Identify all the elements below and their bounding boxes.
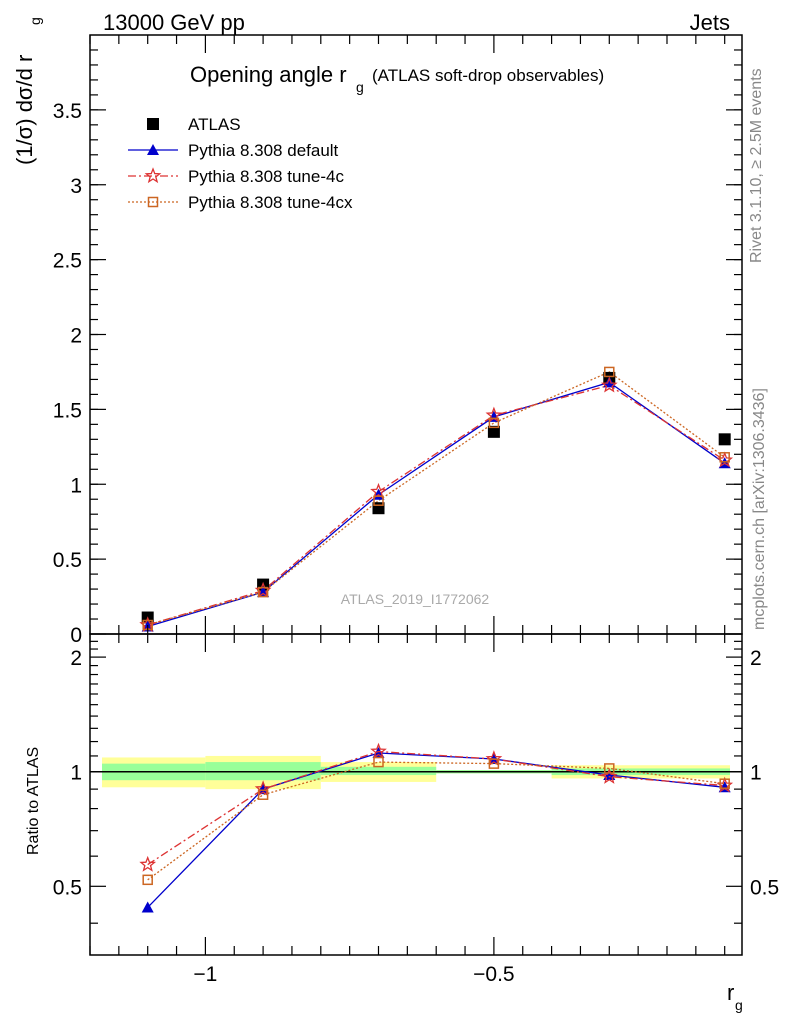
ratio-plot-frame [89, 633, 743, 956]
ratio-point-tune4c-3 [485, 750, 503, 767]
legend-label-2: Pythia 8.308 tune-4c [188, 167, 344, 186]
ratio-line-default [147, 752, 725, 908]
ratio-xtick-label-0: −1 [193, 963, 217, 986]
legend-marker-1 [147, 144, 159, 155]
ratio-point-tune4c-1 [254, 780, 272, 797]
ratio-ytick-label-left-0: 0.5 [53, 876, 82, 899]
main-ytick-label-7: 3.5 [53, 100, 82, 123]
main-title-text: Opening angle r [190, 62, 347, 87]
legend-label-1: Pythia 8.308 default [188, 141, 339, 160]
mcplots-label: mcplots.cern.ch [arXiv:1306.3436] [751, 388, 768, 630]
main-point-default-4 [603, 376, 616, 388]
main-title-note: (ATLAS soft-drop observables) [372, 66, 604, 85]
main-ytick-label-4: 2 [70, 325, 82, 348]
main-title-sub: g [356, 79, 364, 95]
legend: ATLAS Pythia 8.308 default Pythia 8.308 tu… [128, 115, 353, 212]
main-point-tune4cx-1 [257, 586, 269, 598]
ratio-ylabel: Ratio to ATLAS [25, 747, 42, 855]
ratio-point-tune4cx-0 [142, 874, 153, 886]
ratio-point-tune4cx-2 [373, 756, 384, 768]
analysis-id-label: ATLAS_2019_I1772062 [341, 591, 490, 607]
main-ylabel: (1/σ) dσ/d r [12, 55, 37, 165]
ratio-line-tune4cx [147, 761, 725, 881]
ratio-xtick-label-1: −0.5 [473, 963, 514, 986]
main-point-tune4cx-5 [719, 452, 730, 463]
x-axis-label-sub: g [735, 997, 743, 1013]
plot-marks [139, 366, 734, 913]
x-axis-label: r [727, 980, 734, 1005]
main-point-tune4cx-2 [373, 495, 384, 506]
band-inner-2 [320, 766, 437, 776]
main-ytick-label-0: 0 [70, 624, 82, 647]
plot-axes: 0 0.5 1 1.5 2 2.5 3 3.5 −1 −0.5 0.5 0.5 1 1 2 2 [53, 34, 779, 986]
ratio-point-tune4cx-5 [719, 778, 730, 789]
main-point-tune4c-2 [370, 482, 387, 499]
ratio-point-default-5 [718, 781, 731, 793]
ratio-point-default-0 [141, 901, 154, 913]
legend-label-0: ATLAS [188, 115, 241, 134]
ratio-point-tune4cx-1 [257, 789, 269, 800]
legend-marker-0 [147, 118, 159, 130]
main-ytick-label-1: 0.5 [53, 549, 82, 572]
main-line-tune4c [147, 384, 726, 626]
main-point-tune4c-4 [600, 376, 618, 393]
main-ytick-label-3: 1.5 [53, 399, 82, 422]
ratio-point-tune4cx-4 [604, 763, 615, 774]
main-ylabel-group: (1/σ) dσ/d r g [12, 17, 43, 165]
main-point-tune4cx-3 [488, 417, 500, 429]
main-ytick-label-2: 1 [70, 474, 82, 497]
main-point-atlas-3 [487, 425, 500, 438]
ratio-ytick-label-right-2: 2 [750, 647, 762, 670]
main-ytick-label-5: 2.5 [53, 250, 82, 273]
rivet-version-label: Rivet 3.1.10, ≥ 2.5M events [748, 68, 765, 263]
main-point-atlas-5 [718, 433, 731, 446]
ratio-line-tune4c [147, 750, 725, 866]
ratio-ytick-label-right-0: 0.5 [750, 876, 779, 899]
main-title: Opening angle r [190, 62, 347, 87]
energy-label: 13000 GeV pp [103, 10, 245, 35]
ratio-ytick-label-left-2: 2 [70, 647, 82, 670]
ratio-point-tune4cx-3 [488, 758, 500, 769]
ratio-ytick-label-right-1: 1 [750, 762, 762, 785]
main-ytick-label-6: 3 [70, 175, 82, 198]
ratio-ytick-label-left-1: 1 [70, 762, 82, 785]
main-ylabel-sub: g [27, 17, 43, 25]
main-line-tune4cx [147, 371, 726, 626]
category-label: Jets [690, 10, 730, 35]
ratio-point-tune4c-0 [139, 855, 157, 872]
legend-marker-3 [147, 196, 159, 208]
ratio-point-tune4c-2 [370, 742, 387, 759]
legend-label-3: Pythia 8.308 tune-4cx [188, 193, 353, 212]
main-line-default [147, 381, 726, 628]
main-point-tune4cx-4 [604, 366, 615, 378]
main-point-atlas-2 [372, 502, 385, 515]
ratio-point-tune4c-4 [600, 767, 618, 784]
legend-marker-2 [144, 167, 162, 184]
